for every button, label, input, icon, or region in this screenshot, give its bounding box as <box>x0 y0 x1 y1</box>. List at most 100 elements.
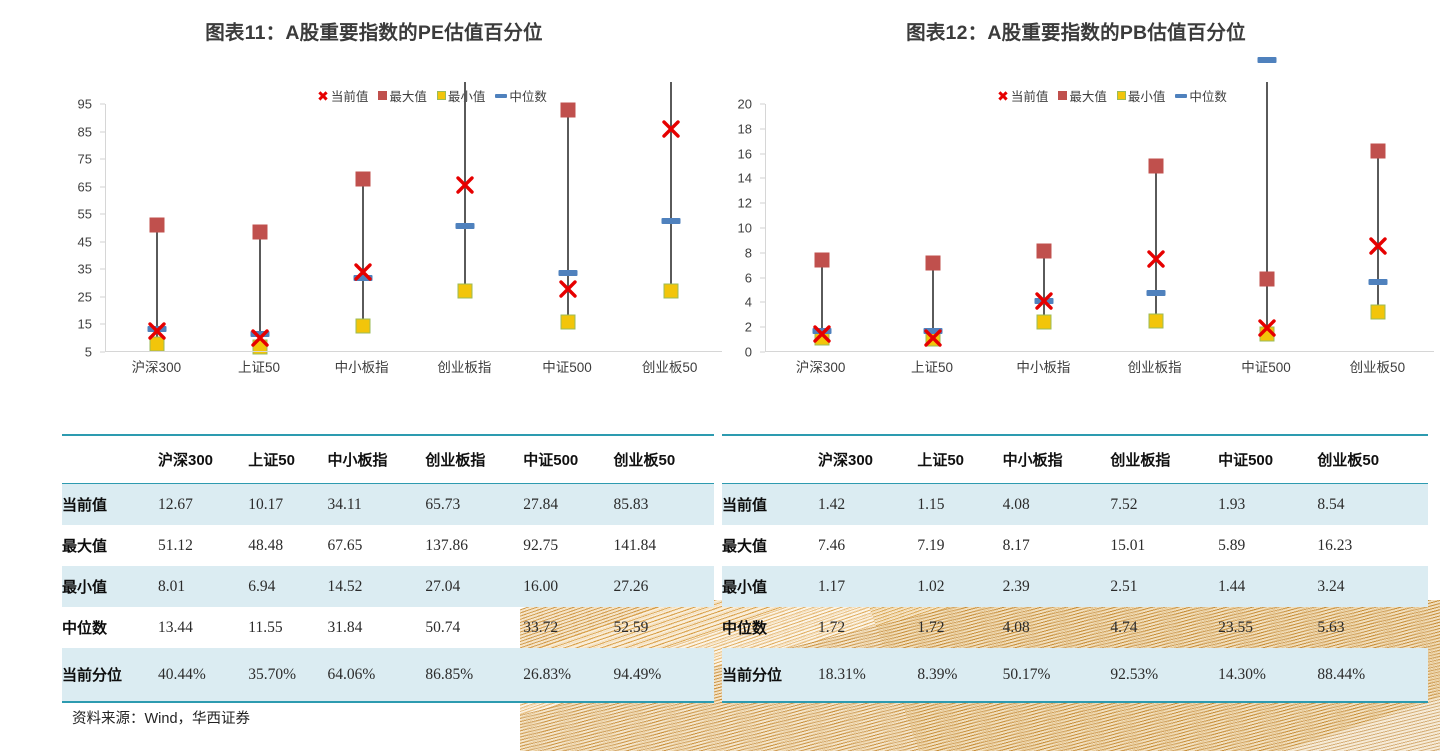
pb-max-marker[interactable] <box>1036 243 1052 259</box>
square-icon <box>1058 91 1068 100</box>
table-cell: 16.00 <box>523 566 614 607</box>
pb-current-marker[interactable] <box>1367 235 1389 257</box>
pb-current-marker[interactable] <box>1033 290 1055 312</box>
table-row: 当前值 1.42 1.15 4.08 7.52 1.93 8.54 <box>722 483 1428 525</box>
pe-current-marker[interactable] <box>454 174 476 196</box>
table-cell: 8.54 <box>1317 483 1428 525</box>
pe-range-stem <box>669 82 672 291</box>
pe-plot: 5 15 25 35 45 55 65 75 85 95 <box>62 82 722 360</box>
pe-max-marker[interactable] <box>355 171 371 187</box>
pb-legend-item-current[interactable]: ✖ 当前值 <box>997 86 1048 105</box>
pb-y-tick-mark <box>760 351 765 353</box>
pb-median-marker[interactable] <box>1257 56 1277 63</box>
pe-current-marker[interactable] <box>557 278 579 300</box>
pe-max-marker[interactable] <box>560 102 576 118</box>
table-row: 中位数 13.44 11.55 31.84 50.74 33.72 52.59 <box>62 607 714 648</box>
table-row: 当前分位 40.44% 35.70% 64.06% 86.85% 26.83% 94.49% <box>62 648 714 702</box>
table-cell: 26.83% <box>523 648 614 702</box>
table-row: 最大值 51.12 48.48 67.65 137.86 92.75 141.84 <box>62 525 714 566</box>
table-cell: 31.84 <box>327 618 363 636</box>
pe-legend-item-max[interactable]: 最大值 <box>378 86 427 105</box>
pe-y-tick-mark <box>100 296 105 298</box>
pe-legend-label: 中位数 <box>509 90 547 104</box>
pe-min-marker[interactable] <box>355 318 371 334</box>
pb-legend-item-max[interactable]: 最大值 <box>1058 86 1107 105</box>
table-cell: 11.55 <box>248 618 283 636</box>
pe-median-marker[interactable] <box>661 217 681 224</box>
table-cell: 4.08 <box>1002 618 1030 636</box>
pb-current-marker[interactable] <box>922 327 944 349</box>
pe-min-marker[interactable] <box>560 314 576 330</box>
pe-max-marker[interactable] <box>149 217 165 233</box>
table-cell: 27.84 <box>523 483 614 525</box>
table-row-header: 当前值 <box>62 483 158 525</box>
pb-median-marker[interactable] <box>923 327 943 334</box>
table-column-header: 创业板50 <box>1317 435 1428 484</box>
pb-min-marker[interactable] <box>1370 304 1386 320</box>
pb-max-marker[interactable] <box>925 255 941 271</box>
pb-median-marker[interactable] <box>812 327 832 334</box>
pe-legend-item-min[interactable]: 最小值 <box>436 86 486 105</box>
table-cell: 1.02 <box>917 566 1003 607</box>
table-cell: 86.85% <box>425 648 524 702</box>
pe-y-tick-mark <box>100 213 105 215</box>
pb-median-marker[interactable] <box>1146 290 1166 297</box>
pe-current-marker[interactable] <box>146 320 168 342</box>
pb-max-marker[interactable] <box>814 252 830 267</box>
pe-x-tick-label: 创业板指 <box>437 360 492 375</box>
pe-current-marker[interactable] <box>660 118 682 140</box>
pb-legend-item-median[interactable]: 中位数 <box>1175 86 1227 105</box>
pb-range-stem <box>1266 82 1268 335</box>
table-cell: 6.94 <box>248 566 328 607</box>
pb-min-marker[interactable] <box>1036 314 1052 330</box>
x-cross-icon: ✖ <box>997 87 1009 104</box>
pe-median-marker[interactable] <box>455 222 475 229</box>
table-cell: 7.19 <box>917 536 945 554</box>
pb-y-tick-label: 18 <box>737 121 752 137</box>
pe-y-tick-label: 65 <box>77 179 92 195</box>
pe-min-marker[interactable] <box>149 336 165 352</box>
pe-legend-label: 最小值 <box>447 90 486 104</box>
pe-min-marker[interactable] <box>663 283 679 299</box>
pe-current-marker[interactable] <box>249 327 271 349</box>
pe-x-tick-label: 创业板50 <box>641 360 698 375</box>
pb-current-marker[interactable] <box>1256 317 1278 339</box>
table-cell: 35.70% <box>248 648 328 702</box>
pe-current-marker[interactable] <box>352 261 374 283</box>
pe-max-marker[interactable] <box>252 224 268 240</box>
pe-median-marker[interactable] <box>250 330 270 337</box>
pb-y-tick-mark <box>760 202 765 204</box>
pe-range-stem <box>259 232 261 347</box>
pe-y-tick-mark <box>100 351 105 353</box>
table-body: 当前值 1.42 1.15 4.08 7.52 1.93 8.54 最大值 7.46 7.19 8.… <box>722 483 1428 702</box>
table-cell: 7.46 <box>818 536 846 554</box>
dash-bar-icon <box>495 93 508 98</box>
table-row: 最小值 1.17 1.02 2.39 2.51 1.44 3.24 <box>722 566 1428 607</box>
pb-plot-area <box>765 56 1434 352</box>
pe-median-marker[interactable] <box>558 269 578 276</box>
pb-max-marker[interactable] <box>1259 271 1275 287</box>
table-header-row: 沪深300 上证50 中小板指 创业板指 中证500 创业板50 <box>722 435 1428 484</box>
pe-y-tick-mark <box>100 241 105 243</box>
pb-max-marker[interactable] <box>1370 143 1386 159</box>
pb-min-marker[interactable] <box>1148 313 1164 329</box>
dash-bar-icon <box>1175 93 1188 98</box>
pe-plot-area <box>105 82 722 355</box>
pe-median-marker[interactable] <box>353 275 373 282</box>
table-cell: 64.06% <box>327 648 426 702</box>
pe-legend-item-median[interactable]: 中位数 <box>495 86 547 105</box>
pe-y-tick-label: 45 <box>77 234 92 250</box>
pb-max-marker[interactable] <box>1148 158 1164 174</box>
pe-legend-item-current[interactable]: ✖ 当前值 <box>317 86 368 105</box>
pb-current-marker[interactable] <box>1145 248 1167 270</box>
table-column-header: 创业板指 <box>425 435 524 484</box>
table-cell: 92.53% <box>1110 648 1219 702</box>
pe-min-marker[interactable] <box>457 283 473 299</box>
table-column-header: 创业板50 <box>613 435 714 484</box>
pe-y-tick-label: 75 <box>77 151 92 167</box>
pb-legend-item-min[interactable]: 最小值 <box>1116 86 1165 105</box>
pb-median-marker[interactable] <box>1368 279 1388 286</box>
pe-chart-legend: ✖ 当前值 最大值 最小值 中位数 <box>62 86 762 105</box>
pe-x-tick-label: 沪深300 <box>131 360 182 375</box>
pb-current-marker[interactable] <box>811 323 833 345</box>
